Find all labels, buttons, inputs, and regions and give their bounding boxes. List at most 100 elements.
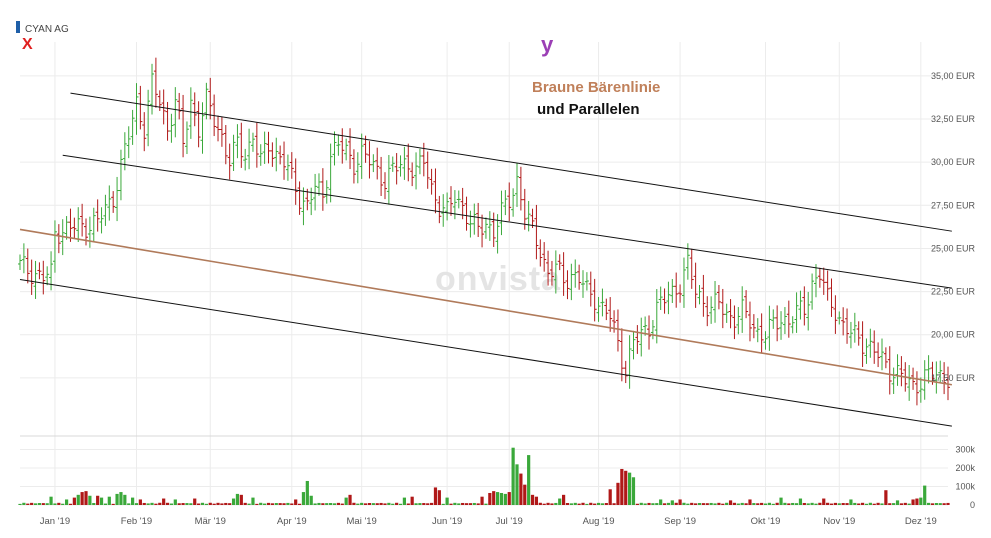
legend-square-icon [16, 21, 20, 33]
ohlc-bar [573, 259, 578, 288]
volume-bar [422, 503, 426, 505]
volume-bar [99, 497, 104, 505]
ohlc-bar [33, 260, 38, 299]
ohlc-bar [860, 321, 865, 367]
volume-bar [200, 502, 205, 505]
ohlc-bar [320, 168, 325, 211]
ohlc-bar [701, 274, 706, 317]
volume-bar [336, 502, 340, 505]
ohlc-bar [142, 112, 147, 152]
volume-bar [68, 503, 73, 505]
trend-lines [19, 92, 953, 427]
ohlc-bar [658, 286, 663, 311]
volume-bar [732, 502, 737, 505]
ohlc-bar [557, 254, 562, 271]
ohlc-bar [476, 202, 481, 238]
ohlc-bar [115, 176, 120, 222]
ohlc-bar [848, 321, 853, 349]
channel-lower-line [19, 279, 952, 427]
volume-bar [468, 503, 473, 505]
volume-bar [321, 503, 325, 505]
volume-bar [239, 494, 243, 505]
y-tick-label: 35,00 EUR [931, 71, 976, 81]
volume-bar [694, 503, 698, 505]
ohlc-bar [883, 347, 888, 369]
volume-bar [752, 503, 756, 505]
volume-bar [297, 503, 302, 505]
volume-bar [449, 503, 453, 505]
volume-bar [154, 503, 158, 505]
volume-bar [585, 503, 589, 505]
x-axis: Jan '19 Feb '19 Mär '19 Apr '19 Mai '19 Jun '… [40, 516, 937, 527]
volume-bar [371, 503, 375, 505]
volume-bar [492, 491, 496, 505]
ohlc-bar [670, 279, 675, 304]
ohlc-bar [332, 131, 337, 166]
volume-bar [589, 502, 593, 505]
volume-bar [499, 492, 504, 505]
ohlc-bar [821, 267, 826, 295]
volume-bar [367, 502, 372, 505]
volume-bar [181, 503, 185, 505]
ohlc-bar [837, 311, 842, 325]
volume-bar [934, 503, 938, 505]
volume-bar [429, 502, 434, 505]
volume-bar [682, 502, 686, 505]
ohlc-bar [926, 355, 931, 384]
volume-tick-label: 100k [955, 482, 975, 492]
volume-bar [398, 503, 403, 505]
ohlc-bar [511, 188, 516, 217]
ohlc-bar [18, 254, 22, 271]
ohlc-bar [297, 181, 302, 215]
ohlc-bar [631, 330, 636, 360]
volume-bars [18, 447, 950, 505]
volume-bar [317, 502, 321, 505]
volume-bar [495, 492, 500, 505]
volume-bar [651, 503, 655, 505]
volume-bar [464, 503, 469, 505]
ohlc-bar [216, 115, 221, 142]
instrument-label[interactable]: CYAN AG [25, 24, 69, 35]
ohlc-bar [810, 273, 815, 310]
x-tick-label: Apr '19 [277, 516, 307, 527]
volume-bar [111, 503, 115, 505]
volume-bar [686, 503, 690, 505]
ohlc-bar [184, 121, 189, 155]
volume-bar [433, 487, 438, 505]
ohlc-bar [623, 360, 628, 384]
volume-bar [146, 503, 150, 505]
volume-bar [150, 502, 154, 505]
ohlc-bar [254, 122, 259, 168]
ohlc-bar [891, 367, 896, 394]
ohlc-bar [522, 188, 527, 230]
ohlc-bar [173, 87, 178, 138]
volume-bar [189, 503, 193, 505]
annotation-line1: Braune Bärenlinie [532, 79, 660, 96]
ohlc-bar [348, 128, 353, 170]
ohlc-bar [716, 284, 721, 310]
ohlc-bar [507, 182, 512, 222]
ohlc-bar [782, 307, 787, 335]
volume-bar [616, 482, 620, 505]
ohlc-bar [417, 148, 422, 175]
volume-bar [923, 485, 927, 505]
ohlc-bar [779, 311, 784, 340]
volume-bar [383, 503, 387, 505]
ohlc-bar [130, 109, 135, 145]
volume-bar [868, 502, 872, 505]
volume-bar [713, 503, 717, 505]
ohlc-bar [825, 270, 830, 301]
ohlc-bar [410, 162, 415, 187]
ohlc-bar [879, 338, 884, 371]
ohlc-bar [674, 272, 679, 308]
volume-bar [744, 503, 748, 505]
ohlc-bar [724, 303, 729, 323]
ohlc-bar [87, 216, 92, 248]
ohlc-bar [25, 248, 30, 284]
volume-bar [577, 503, 581, 505]
volume-bar [581, 502, 585, 505]
ohlc-bar [806, 291, 811, 331]
volume-bar [123, 494, 127, 505]
volume-bar [360, 502, 364, 505]
ohlc-bar [456, 190, 461, 209]
